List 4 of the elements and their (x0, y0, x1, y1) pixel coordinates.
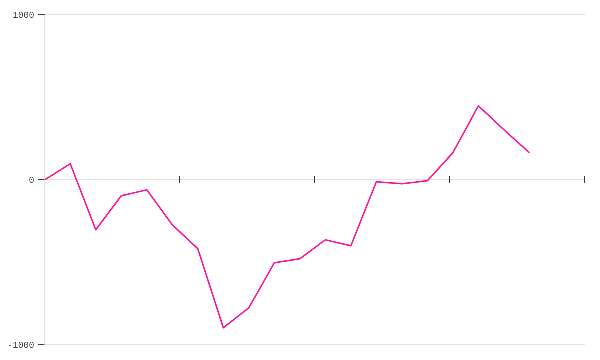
y-tick-label: 1000 (14, 12, 34, 18)
y-tick-label: -1000 (9, 342, 34, 348)
line-series (44, 105, 530, 329)
y-tick-label: 0 (30, 176, 34, 184)
